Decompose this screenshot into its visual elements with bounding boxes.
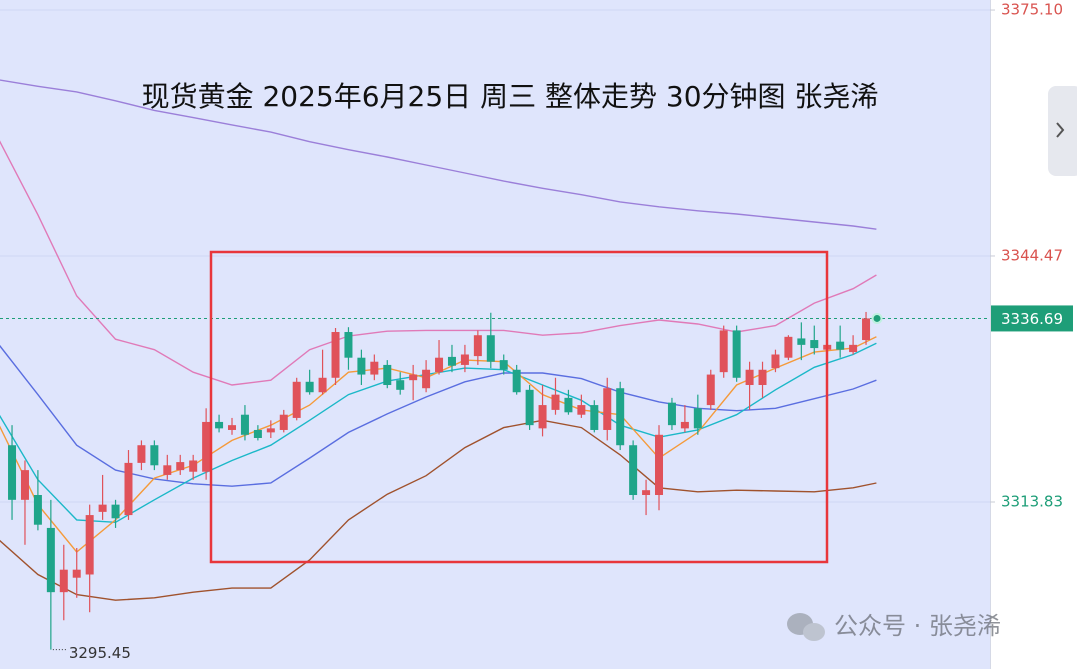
candle-body — [357, 357, 366, 375]
chart-title: 现货黄金 2025年6月25日 周三 整体走势 30分钟图 张尧浠 — [142, 80, 879, 113]
candle-body — [499, 360, 508, 370]
candle-body — [797, 338, 806, 345]
candle-body — [603, 388, 612, 430]
candle-body — [538, 405, 547, 429]
y-tick-label: 3313.83 — [1001, 492, 1063, 510]
moving-average-line — [0, 140, 877, 386]
moving-average-line — [0, 79, 877, 230]
candle-body — [396, 380, 405, 390]
plot-background — [0, 0, 990, 669]
grid — [0, 9, 990, 503]
watermark-text: 公众号 · 张尧浠 — [834, 612, 1001, 640]
candle-body — [72, 569, 81, 578]
candle-body — [784, 336, 793, 358]
candle-body — [85, 515, 94, 575]
highlight-box — [209, 250, 829, 564]
candle-body — [706, 374, 715, 406]
watermark: 公众号 · 张尧浠 — [787, 612, 1001, 641]
candle-body — [486, 335, 495, 362]
moving-average-line — [0, 342, 877, 524]
price-axis: 3375.10 3344.47 3313.83 3336.69 — [990, 1, 1073, 510]
candle-body — [525, 389, 534, 426]
candle-body — [176, 462, 185, 471]
candle-body — [447, 356, 456, 366]
candle-body — [20, 470, 29, 500]
candle-body — [771, 354, 780, 369]
current-price-dot — [871, 312, 883, 324]
y-tick-label: 3375.10 — [1001, 1, 1063, 19]
candle-body — [435, 357, 444, 373]
candle-body — [590, 405, 599, 430]
candle-body — [836, 341, 845, 350]
current-price-badge — [991, 305, 1073, 332]
candle-body — [667, 402, 676, 426]
candle-body — [46, 527, 55, 593]
moving-average-line — [0, 419, 877, 601]
candle-body — [344, 332, 353, 358]
candle-body — [551, 394, 560, 410]
candle-body — [745, 369, 754, 386]
candle-body — [202, 421, 211, 472]
candle-body — [253, 429, 262, 438]
candle-body — [758, 369, 767, 386]
candle-body — [215, 421, 224, 429]
y-tick-label: 3344.47 — [1001, 246, 1063, 264]
candle-body — [849, 344, 858, 353]
low-label: 3295.45 — [69, 644, 131, 662]
candles: 3295.45 — [8, 311, 883, 662]
candle-body — [305, 381, 314, 393]
wechat-icon — [803, 623, 825, 641]
candle-body — [98, 504, 107, 512]
candle-body — [862, 318, 871, 341]
candle-body — [616, 388, 625, 446]
candle-body — [577, 405, 586, 415]
candle-body — [137, 445, 146, 463]
chevron-icon[interactable] — [1056, 122, 1065, 138]
candle-body — [266, 428, 275, 433]
candle-body — [8, 445, 17, 500]
candle-body — [680, 421, 689, 429]
candle-body — [331, 332, 340, 378]
candle-body — [512, 369, 521, 393]
collapse-button[interactable] — [1048, 86, 1077, 176]
candle-body — [370, 361, 379, 375]
candle-body — [59, 569, 68, 593]
candle-body — [810, 340, 819, 349]
candle-body — [642, 490, 651, 496]
candle-body — [629, 445, 638, 496]
current-price-label: 3336.69 — [1001, 310, 1063, 328]
candle-body — [189, 460, 198, 472]
candle-body — [732, 330, 741, 378]
candle-body — [279, 414, 288, 430]
candle-body — [292, 381, 301, 418]
candle-body — [383, 364, 392, 386]
candle-body — [719, 330, 728, 373]
candle-body — [124, 462, 133, 516]
lines — [0, 79, 990, 601]
candle-body — [564, 397, 573, 413]
candle-body — [163, 465, 172, 475]
candle-body — [409, 374, 418, 381]
candle-body — [460, 354, 469, 365]
candle-body — [693, 408, 702, 429]
candle-body — [422, 369, 431, 389]
candle-body — [473, 335, 482, 357]
candle-body — [111, 504, 120, 519]
candle-body — [33, 495, 42, 525]
candle-body — [655, 434, 664, 496]
candle-body — [228, 425, 237, 430]
candle-body — [150, 445, 159, 466]
candle-body — [240, 414, 249, 435]
moving-average-line — [0, 336, 877, 553]
candle-body — [318, 377, 327, 393]
